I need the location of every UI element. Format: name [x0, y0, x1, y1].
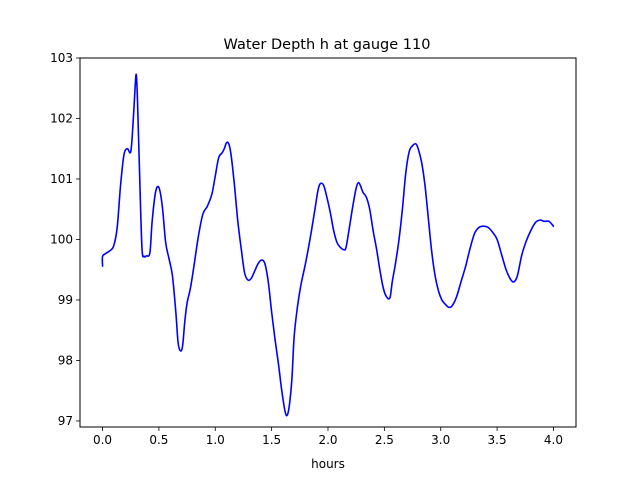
y-tick-label: 97 — [58, 414, 73, 428]
x-tick-label: 3.0 — [431, 433, 450, 447]
plot-area — [79, 57, 577, 428]
x-tick-label: 2.0 — [318, 433, 337, 447]
y-tick-label: 101 — [50, 172, 73, 186]
x-tick-label: 1.5 — [262, 433, 281, 447]
x-tick-label: 4.0 — [544, 433, 563, 447]
y-tick-label: 103 — [50, 51, 73, 65]
x-tick-label: 1.0 — [206, 433, 225, 447]
series-line — [101, 73, 555, 417]
plot-frame — [79, 57, 577, 428]
x-axis: 0.0 0.5 1.0 1.5 2.0 2.5 3.0 3.5 4.0 — [93, 427, 563, 447]
x-tick-label: 2.5 — [375, 433, 394, 447]
y-tick-label: 100 — [50, 232, 73, 246]
x-tick-label: 0.0 — [93, 433, 112, 447]
x-tick-label: 3.5 — [488, 433, 507, 447]
chart-title: Water Depth h at gauge 110 — [224, 37, 431, 53]
x-tick-label: 0.5 — [149, 433, 168, 447]
y-tick-label: 99 — [58, 293, 73, 307]
y-tick-label: 102 — [50, 111, 73, 125]
y-axis: 97 98 99 100 101 102 103 — [50, 51, 80, 428]
y-tick-label: 98 — [58, 353, 73, 367]
series-layer — [101, 73, 555, 417]
x-axis-label: hours — [311, 457, 345, 471]
